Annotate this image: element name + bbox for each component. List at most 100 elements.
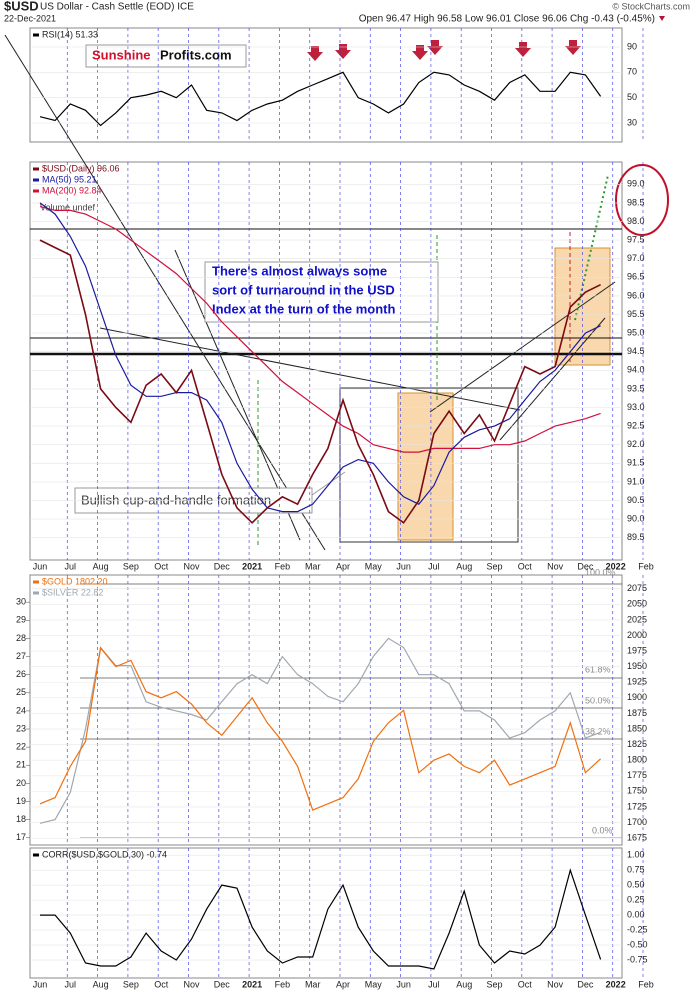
y-tick-label: 96.5 <box>627 272 645 282</box>
legend-entry: $GOLD 1802.20 <box>42 576 108 586</box>
pattern-label: Bullish cup-and-handle formation <box>81 492 271 507</box>
y-tick-label: 29 <box>16 615 26 625</box>
y-tick-label: -0.75 <box>627 954 648 964</box>
x-tick-label: Aug <box>456 561 472 571</box>
arrows <box>307 40 581 61</box>
legend-entry: $SILVER 22.82 <box>42 587 103 597</box>
x-tick-label: Nov <box>547 979 564 989</box>
x-tick-label: Sep <box>486 561 502 571</box>
x-tick-label: May <box>365 561 383 571</box>
series-line <box>39 202 601 513</box>
y-tick-label: 98.5 <box>627 197 645 207</box>
x-tick-label: Nov <box>183 561 200 571</box>
x-tick-label: Nov <box>183 979 200 989</box>
target-circle <box>615 164 669 236</box>
x-tick-label: Sep <box>123 561 139 571</box>
trend-line <box>499 317 606 441</box>
x-tick-label: Feb <box>638 979 654 989</box>
annotation: There's almost always some <box>212 263 387 278</box>
y-tick-label: 26 <box>16 669 26 679</box>
arrow <box>427 40 443 55</box>
rsi-frame <box>29 27 623 143</box>
y-tick-label: 94.0 <box>627 365 645 375</box>
y-tick-label: 0.50 <box>627 880 645 890</box>
x-tick-label: Nov <box>547 561 564 571</box>
y-tick-label: 50 <box>627 92 637 102</box>
x-tick-label: Sep <box>486 979 502 989</box>
fib-label: 100.0% <box>585 567 616 577</box>
trend-line <box>4 34 326 551</box>
y-tick-label: 17 <box>16 832 26 842</box>
y2-tick-label: 1750 <box>627 786 647 796</box>
x-tick-label: 2021 <box>242 979 262 989</box>
x-tick-label: Jul <box>428 979 440 989</box>
x-tick-label: Oct <box>154 979 169 989</box>
series-line <box>39 239 601 524</box>
y-tick-label: 96.0 <box>627 290 645 300</box>
arrow <box>335 44 351 59</box>
x-tick-label: Aug <box>93 979 109 989</box>
x-tick-label: Jun <box>396 979 411 989</box>
y-tick-label: 25 <box>16 687 26 697</box>
y-tick-label: 95.5 <box>627 309 645 319</box>
y-tick-label: -0.50 <box>627 939 648 949</box>
annotation-box <box>204 261 439 323</box>
x-tick-label: Mar <box>305 561 321 571</box>
fib-label: 0.0% <box>592 825 613 835</box>
x-tick-label: Feb <box>275 561 291 571</box>
x-tick-label: Sep <box>123 979 139 989</box>
annotation: Index at the turn of the month <box>212 301 395 316</box>
x-tick-label: Dec <box>577 979 594 989</box>
instrument-name: US Dollar - Cash Settle (EOD) ICE <box>40 2 194 13</box>
legend-entry: MA(50) 95.21 <box>42 174 97 184</box>
y2-tick-label: 2025 <box>627 614 647 624</box>
y-tick-label: 89.5 <box>627 532 645 542</box>
symbol: $USD <box>4 0 39 13</box>
price-frame <box>29 161 623 561</box>
x-tick-label: Jul <box>65 979 77 989</box>
x-tick-label: Mar <box>305 979 321 989</box>
y2-tick-label: 2000 <box>627 630 647 640</box>
y-tick-label: 30 <box>627 117 637 127</box>
y-tick-label: 91.5 <box>627 458 645 468</box>
legend-entry: MA(200) 92.84 <box>42 185 102 195</box>
y-tick-label: 0.00 <box>627 909 645 919</box>
y-tick-label: 22 <box>16 742 26 752</box>
x-tick-label: 2021 <box>242 561 262 571</box>
y-tick-label: 1.00 <box>627 850 645 860</box>
y2-tick-label: 2050 <box>627 599 647 609</box>
y2-tick-label: 1800 <box>627 755 647 765</box>
x-tick-label: May <box>365 979 383 989</box>
y2-tick-label: 1675 <box>627 833 647 843</box>
y-tick-label: 99.0 <box>627 179 645 189</box>
copyright: © StockCharts.com <box>612 1 690 11</box>
y-tick-label: 30 <box>16 597 26 607</box>
quote: Open 96.47 High 96.58 Low 96.01 Close 96… <box>359 14 655 25</box>
y-tick-label: 24 <box>16 705 26 715</box>
annotation: sort of turnaround in the USD <box>212 282 395 297</box>
legend-entry: RSI(14) 51.33 <box>42 29 98 39</box>
y-tick-label: -0.25 <box>627 924 648 934</box>
y-tick-label: 18 <box>16 814 26 824</box>
x-tick-label: Apr <box>336 561 350 571</box>
x-tick-label: Jun <box>396 561 411 571</box>
arrow <box>307 46 323 61</box>
y-tick-label: 27 <box>16 651 26 661</box>
volume-label: Volume undef <box>40 202 96 212</box>
y-tick-label: 0.25 <box>627 894 645 904</box>
x-tick-label: Dec <box>577 561 594 571</box>
x-tick-label: Dec <box>214 561 231 571</box>
y-tick-label: 28 <box>16 633 26 643</box>
y-tick-label: 91.0 <box>627 476 645 486</box>
date: 22-Dec-2021 <box>4 13 56 23</box>
y2-tick-label: 1850 <box>627 723 647 733</box>
x-tick-label: Oct <box>518 561 533 571</box>
series-line <box>39 637 601 824</box>
y2-tick-label: 1775 <box>627 770 647 780</box>
arrow <box>412 45 428 60</box>
y-tick-label: 21 <box>16 760 26 770</box>
x-tick-label: Aug <box>93 561 109 571</box>
down-icon <box>659 16 665 21</box>
y2-tick-label: 1825 <box>627 739 647 749</box>
legend-entry: $USD (Daily) 96.06 <box>42 163 120 173</box>
